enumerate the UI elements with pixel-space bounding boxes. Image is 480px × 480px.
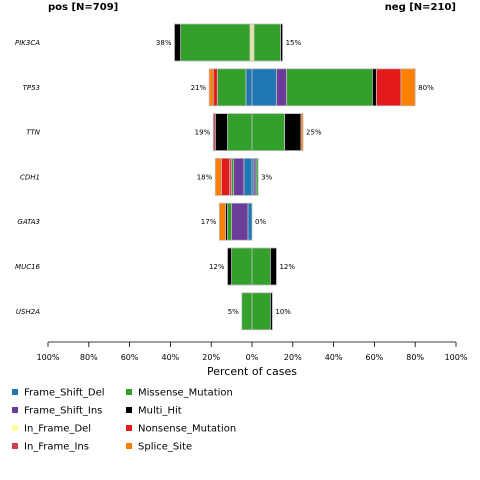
legend-label: In_Frame_Ins: [24, 442, 89, 453]
right-total-label: 3%: [261, 173, 272, 181]
left-group-label: pos [N=709]: [48, 2, 118, 13]
x-tick-label: 60%: [366, 353, 384, 362]
x-tick-label: 20%: [202, 353, 220, 362]
left-total-label: 12%: [209, 263, 225, 271]
legend-swatch: [12, 407, 18, 413]
bars-group: PIK3CA 38% 15% TP53 21% 80% TTN 19% 25% CDH1 18% 3%…: [15, 23, 434, 331]
legend-swatch: [126, 407, 132, 413]
bar-segment: [214, 157, 222, 196]
bar-segment: [231, 247, 253, 286]
gene-label: MUC16: [15, 263, 41, 271]
bar-segment: [245, 68, 253, 107]
legend-swatch: [12, 389, 18, 395]
x-axis: 100% 80% 60% 40% 20% 0% 20% 40% 60% 80% 100%: [37, 341, 468, 362]
legend-swatch: [126, 389, 132, 395]
legend-label: Frame_Shift_Ins: [24, 406, 102, 417]
left-total-label: 17%: [201, 218, 217, 226]
bar-segment: [212, 113, 216, 151]
left-total-label: 19%: [195, 129, 211, 137]
legend-swatch: [126, 425, 132, 431]
bar-segment: [174, 23, 181, 62]
legend-swatch: [126, 443, 132, 449]
legend-label: Splice_Site: [138, 442, 192, 453]
x-tick-label: 100%: [37, 353, 60, 362]
bar-segment: [231, 202, 249, 241]
bar-segment: [251, 292, 271, 331]
x-tick-label: 80%: [80, 353, 98, 362]
right-total-label: 80%: [418, 84, 434, 92]
gene-label: TP53: [23, 84, 40, 92]
bar-segment: [286, 68, 373, 107]
left-total-label: 21%: [191, 84, 207, 92]
right-total-label: 25%: [306, 129, 322, 137]
bar-segment: [371, 68, 377, 107]
bar-segment: [376, 68, 402, 107]
right-total-label: 10%: [275, 308, 291, 316]
left-total-label: 5%: [228, 308, 239, 316]
bar-segment: [233, 157, 245, 196]
x-tick-label: 100%: [445, 353, 468, 362]
gene-label: USH2A: [16, 308, 40, 316]
bar-segment: [255, 157, 259, 196]
x-tick-label: 0%: [246, 353, 259, 362]
legend-label: Nonsense_Mutation: [138, 424, 236, 435]
bar-segment: [269, 247, 277, 286]
bar-segment: [227, 202, 233, 241]
bar-segment: [227, 113, 253, 151]
gene-label: GATA3: [17, 218, 40, 226]
legend-swatch: [12, 425, 18, 431]
bar-segment: [280, 23, 283, 62]
right-total-label: 12%: [279, 263, 295, 271]
x-tick-label: 20%: [284, 353, 302, 362]
bar-segment: [241, 292, 253, 331]
x-axis-label: Percent of cases: [207, 365, 297, 378]
bar-segment: [214, 113, 228, 151]
legend-label: Frame_Shift_Del: [24, 388, 105, 399]
bar-segment: [284, 113, 302, 151]
bar-segment: [276, 68, 288, 107]
x-tick-label: 60%: [121, 353, 139, 362]
right-total-label: 0%: [255, 218, 266, 226]
right-group-label: neg [N=210]: [385, 2, 456, 13]
bar-segment: [269, 292, 273, 331]
gene-label: TTN: [26, 129, 41, 137]
legend-swatch: [12, 443, 18, 449]
bar-segment: [251, 68, 277, 107]
bar-segment: [400, 68, 416, 107]
bar-segment: [216, 68, 247, 107]
bar-segment: [247, 202, 253, 241]
bar-segment: [212, 68, 218, 107]
left-total-label: 18%: [197, 173, 213, 181]
legend-label: Missense_Mutation: [138, 388, 233, 399]
bar-segment: [253, 23, 281, 62]
bar-segment: [180, 23, 251, 62]
x-tick-label: 40%: [325, 353, 343, 362]
bar-segment: [218, 202, 226, 241]
bar-segment: [251, 113, 286, 151]
left-total-label: 38%: [156, 39, 172, 47]
bar-segment: [300, 113, 304, 151]
gene-label: CDH1: [20, 173, 40, 181]
x-tick-label: 80%: [406, 353, 424, 362]
right-total-label: 15%: [286, 39, 302, 47]
bar-segment: [251, 247, 271, 286]
bar-segment: [227, 247, 233, 286]
legend-label: Multi_Hit: [138, 406, 182, 417]
bar-segment: [208, 68, 214, 107]
legend-label: In_Frame_Del: [24, 424, 91, 435]
legend: Frame_Shift_Del Frame_Shift_Ins In_Frame_D…: [12, 388, 236, 453]
x-tick-label: 40%: [162, 353, 180, 362]
bar-segment: [220, 157, 230, 196]
gene-label: PIK3CA: [15, 39, 40, 47]
bar-segment: [243, 157, 253, 196]
